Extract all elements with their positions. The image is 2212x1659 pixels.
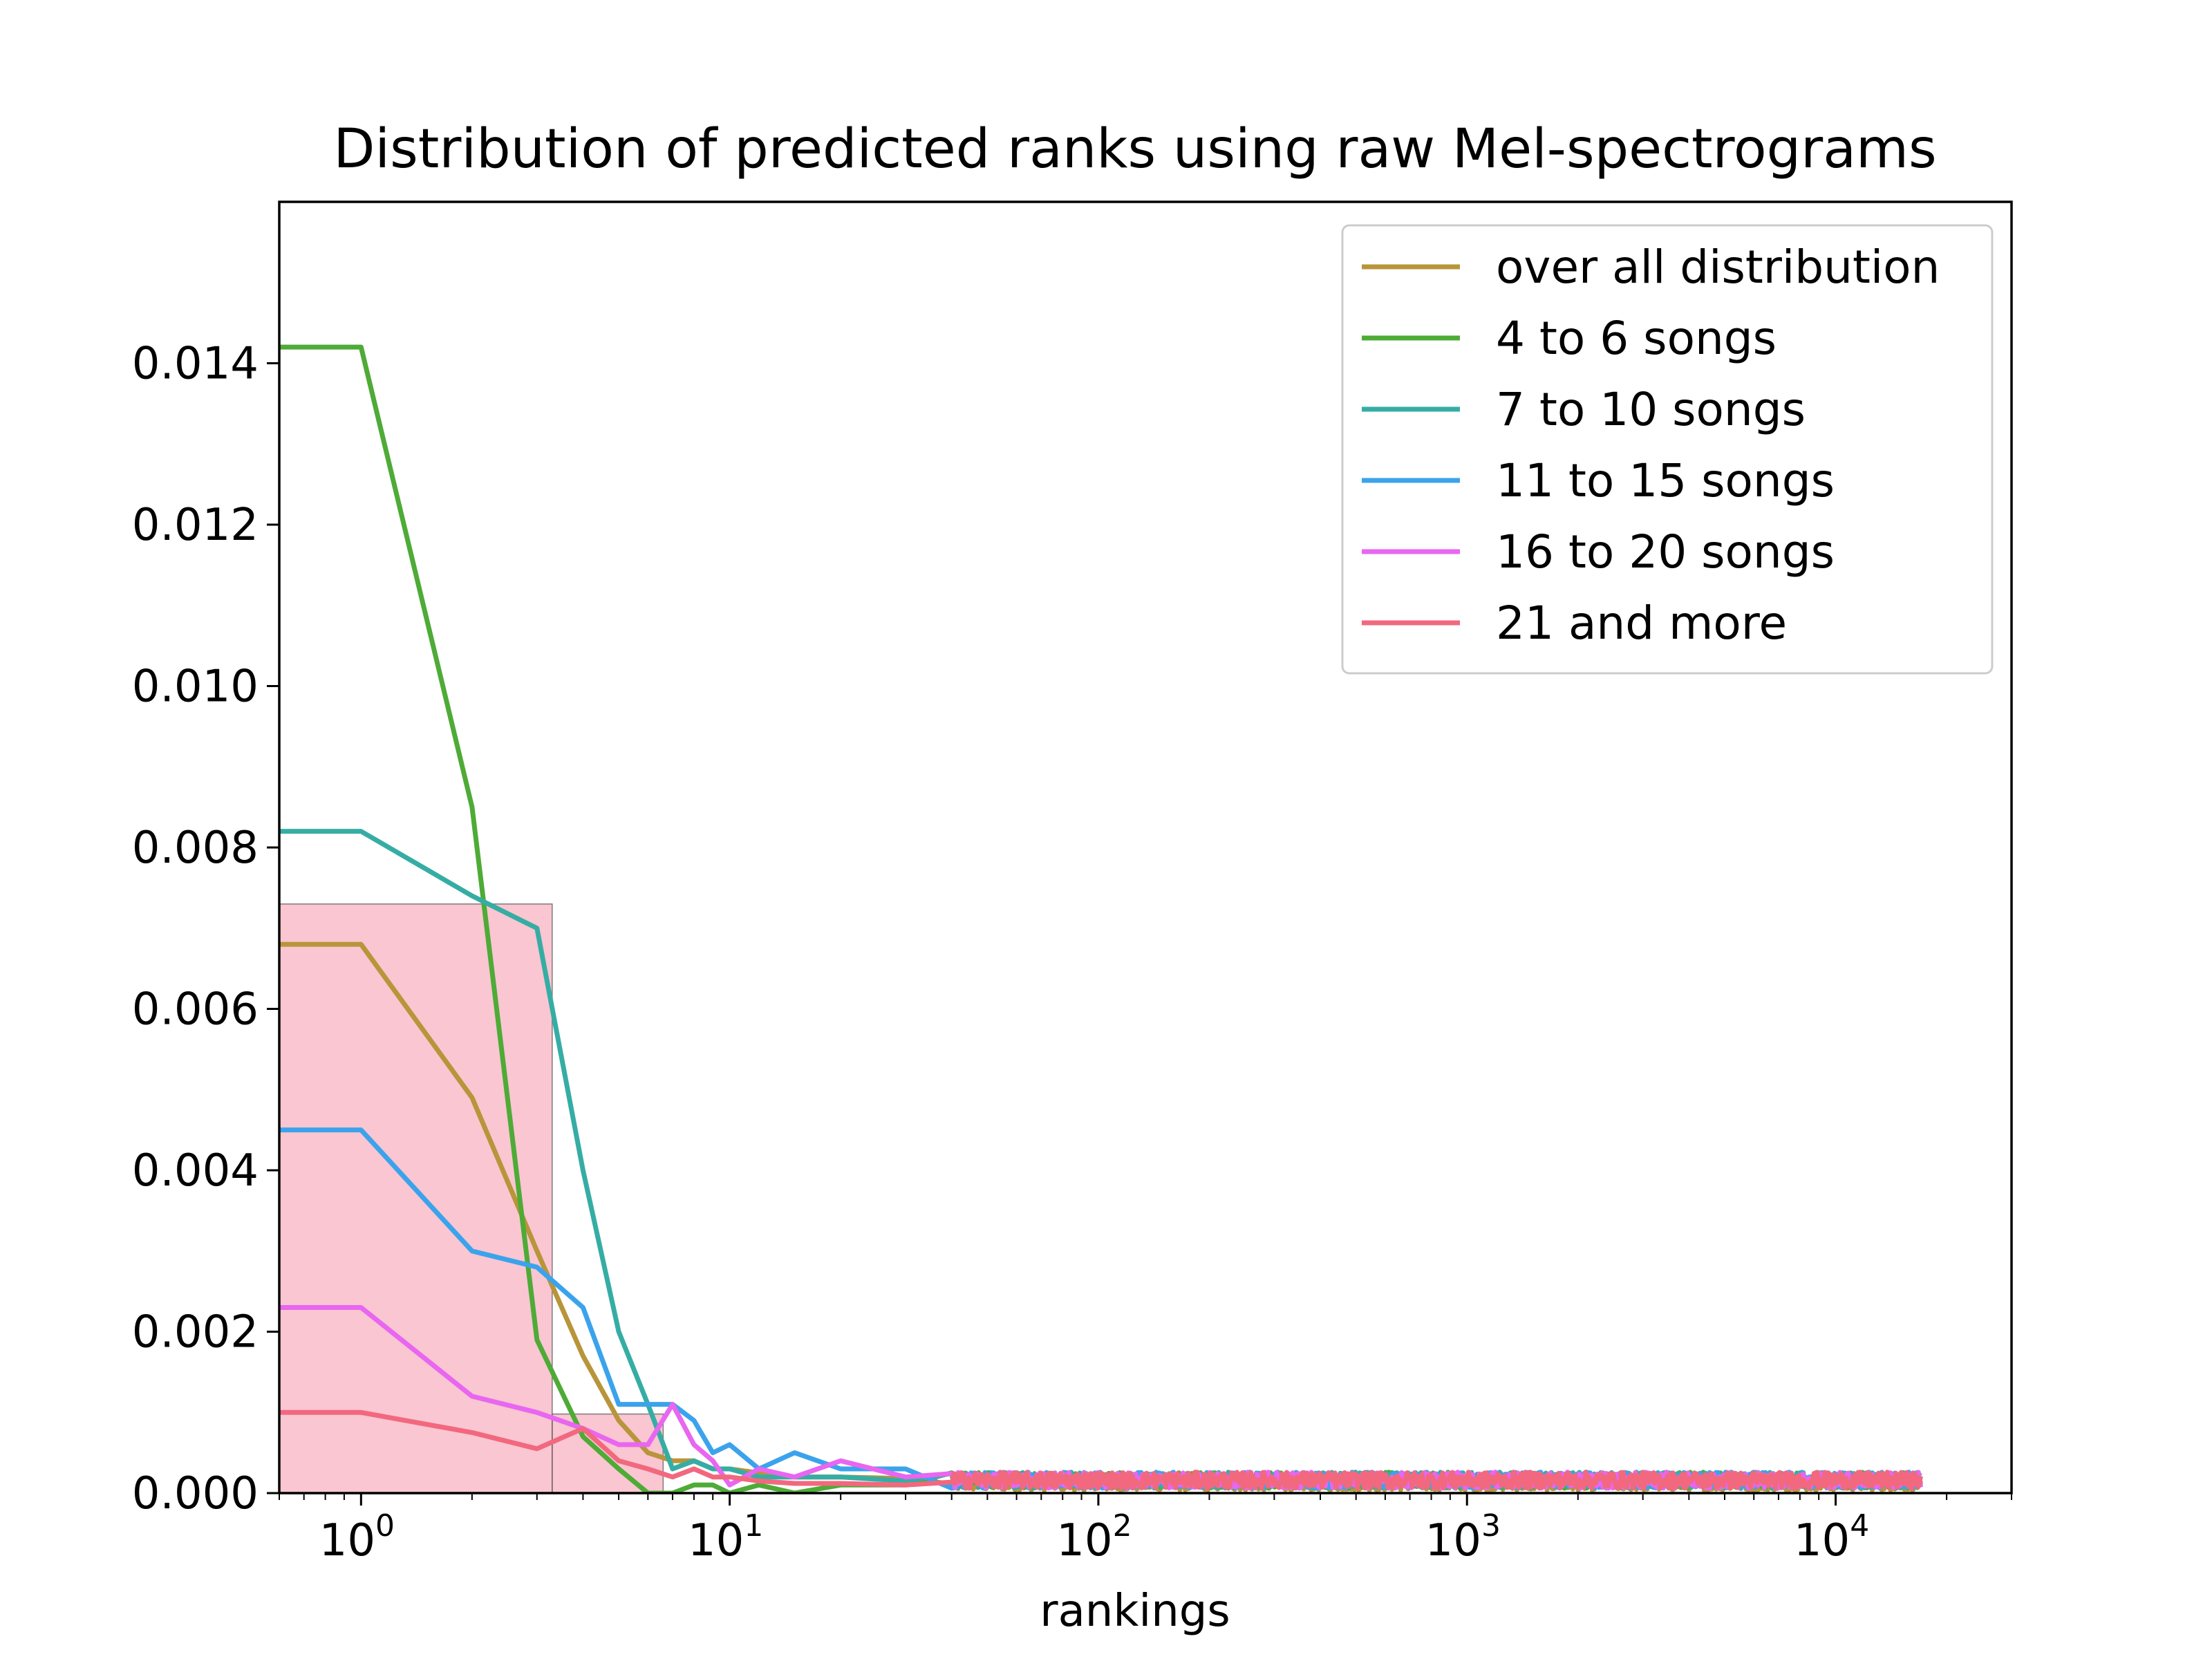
x-tick-label: 100 [319,1508,395,1566]
histogram-bar-1 [279,903,553,1493]
y-tick-label: 0.002 [132,1307,259,1358]
y-tick-label: 0.000 [132,1468,259,1519]
legend-label-3: 7 to 10 songs [1496,383,1806,436]
legend-frame [1341,224,1994,675]
y-tick-label: 0.010 [132,662,259,713]
y-tick-label: 0.012 [132,500,259,551]
x-axis-label: rankings [1040,1586,1230,1637]
x-tick-label: 103 [1425,1508,1501,1566]
y-tick-label: 0.014 [132,339,259,390]
y-tick-label: 0.006 [132,984,259,1035]
legend-label-1: over all distribution [1496,241,1940,294]
x-tick-label: 102 [1056,1508,1132,1566]
chart-title: Distribution of predicted ranks using ra… [333,118,1936,180]
legend-label-6: 21 and more [1496,597,1787,650]
x-tick-label: 104 [1794,1508,1869,1566]
legend-label-4: 11 to 15 songs [1496,454,1835,507]
legend: over all distribution 4 to 6 songs 7 to 10… [1341,224,1994,675]
x-tick-label: 101 [688,1508,763,1566]
legend-label-2: 4 to 6 songs [1496,312,1777,365]
y-tick-label: 0.008 [132,823,259,874]
plot-content [279,344,1923,1493]
y-tick-label: 0.004 [132,1145,259,1197]
series-line-6 [279,1409,1923,1491]
legend-label-5: 16 to 20 songs [1496,525,1835,579]
plot-area: 0.000 0.002 0.004 0.006 0.008 0.010 0.012 0.014… [132,200,2013,1566]
